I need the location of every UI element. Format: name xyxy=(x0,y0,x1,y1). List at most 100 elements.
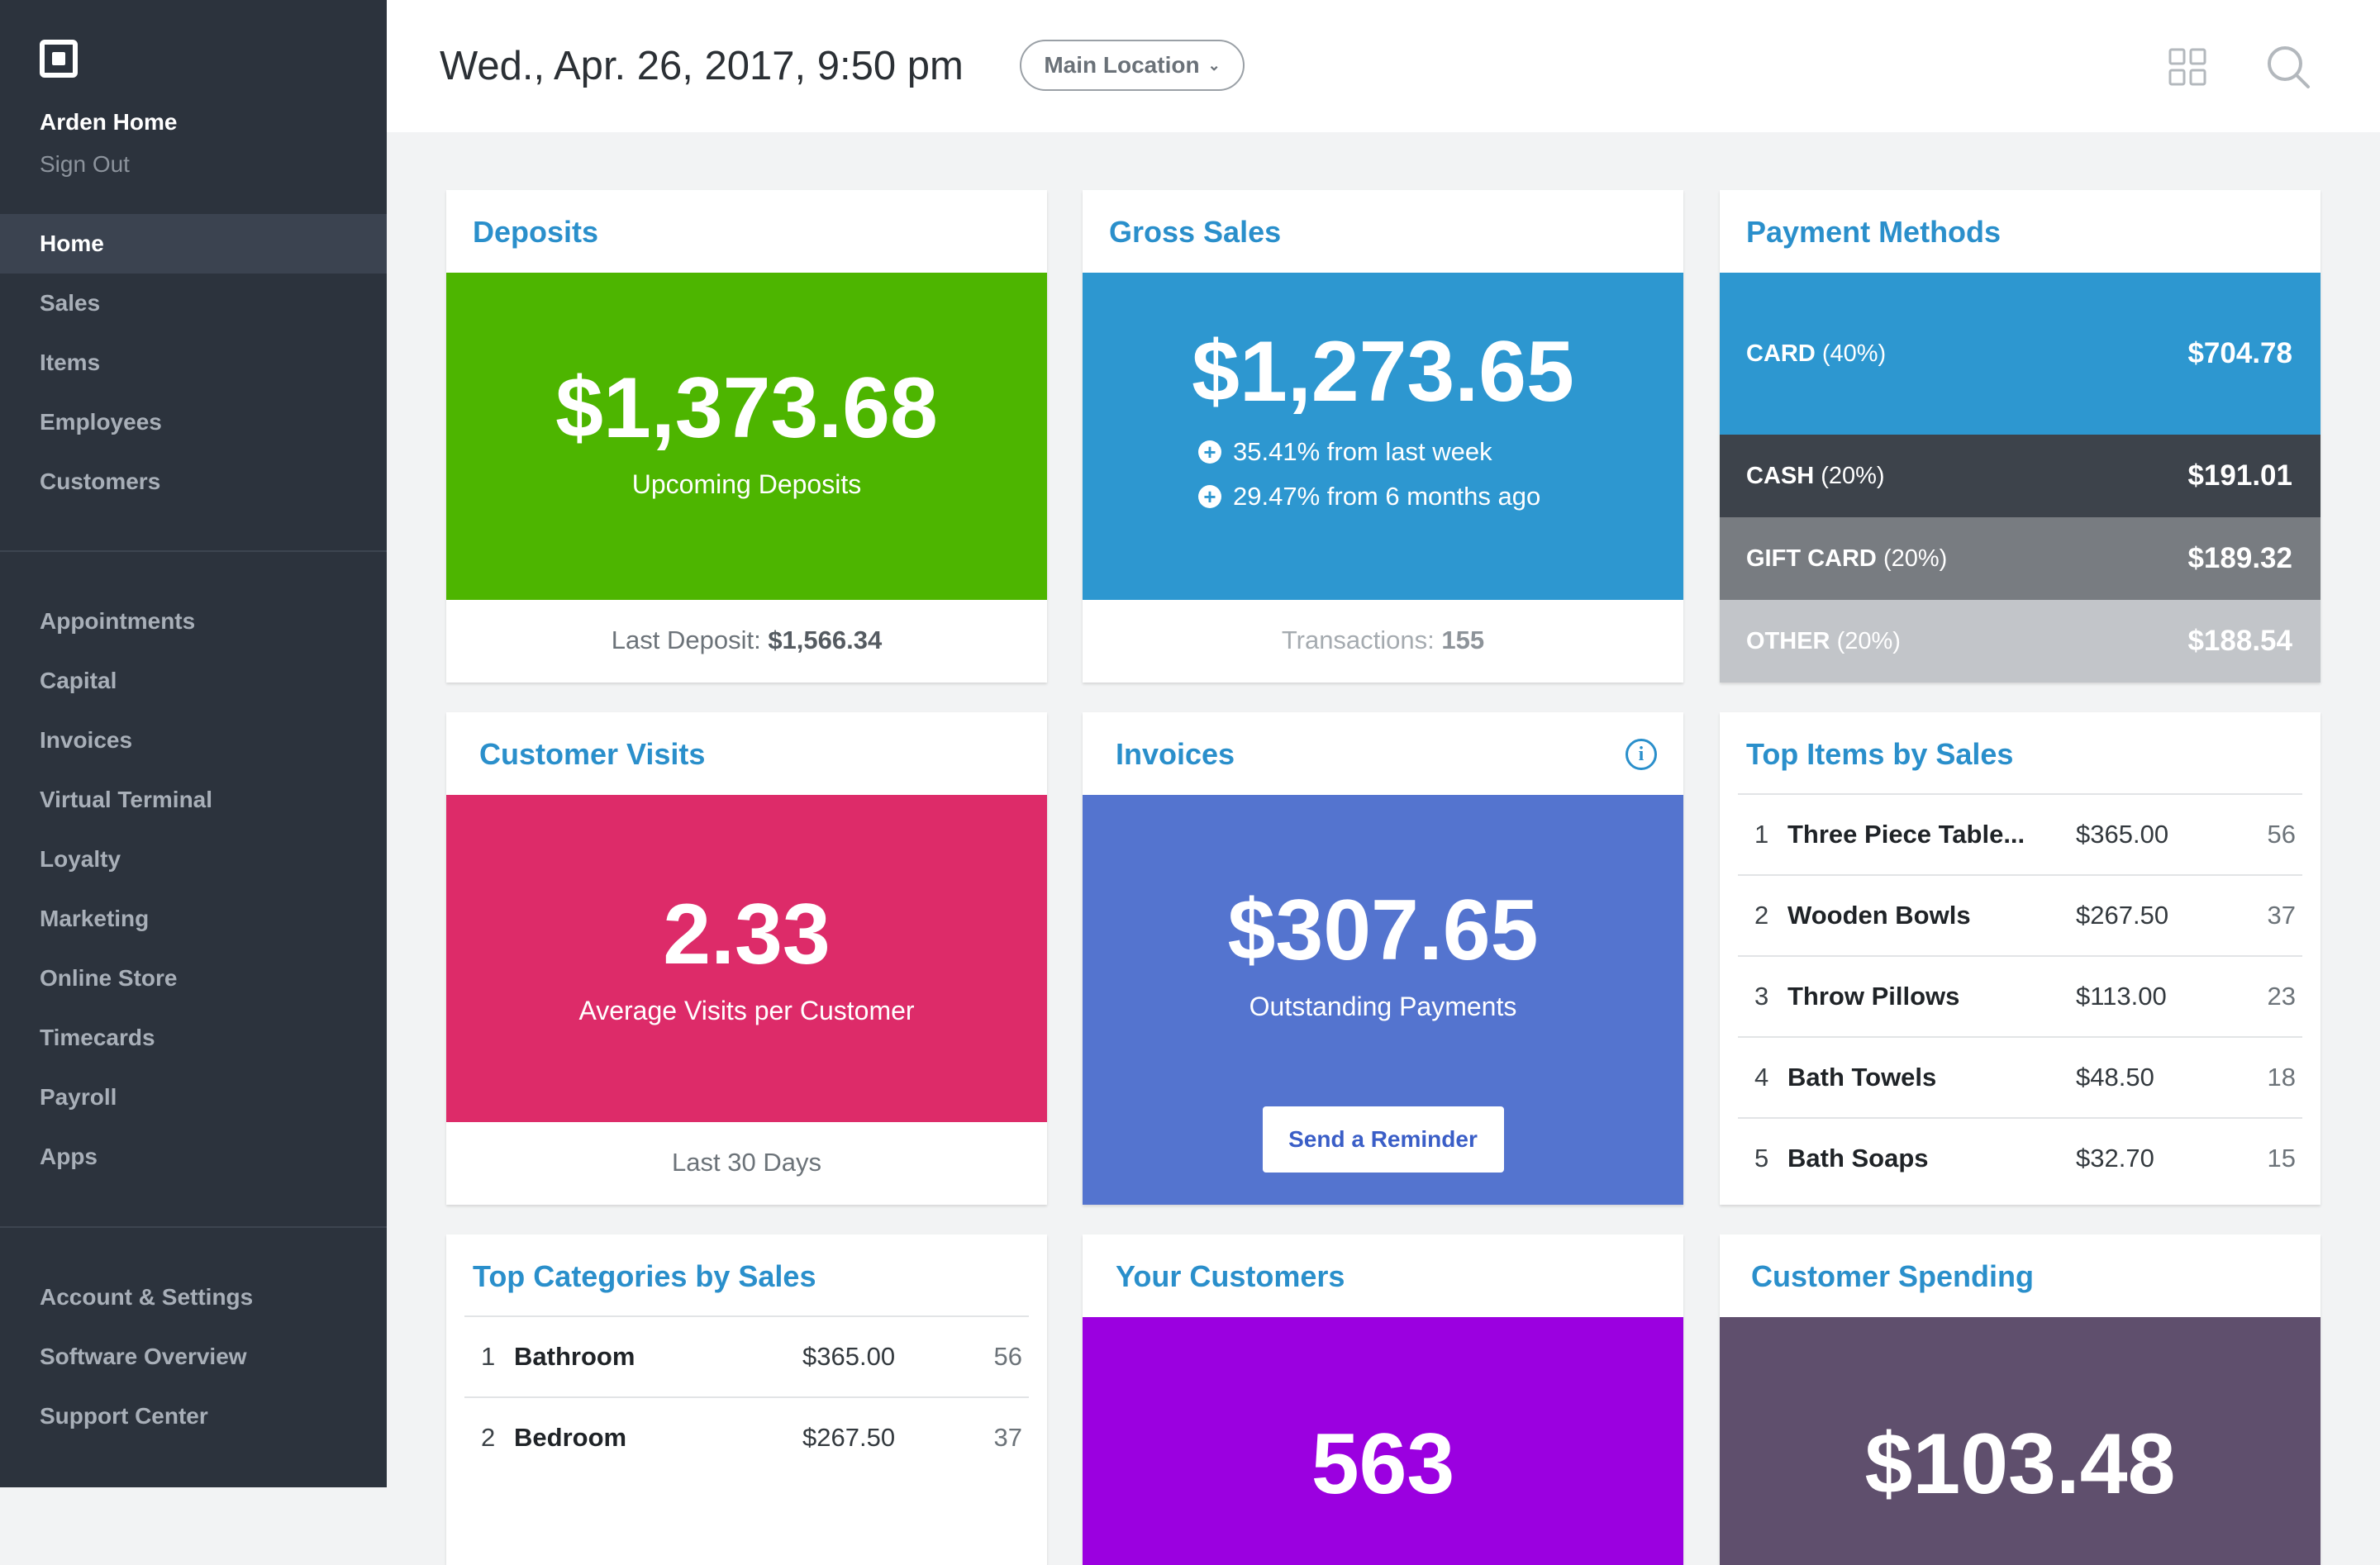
payment-name: GIFT CARD (20%) xyxy=(1746,545,1947,573)
deposits-subtitle: Upcoming Deposits xyxy=(631,469,862,499)
item-amount: $48.50 xyxy=(2076,1063,2154,1092)
gross-sales-amount: $1,273.65 xyxy=(1192,324,1574,420)
item-qty: 23 xyxy=(2267,982,2296,1011)
sidebar-item-invoices[interactable]: Invoices xyxy=(40,727,133,753)
item-name: Bath Towels xyxy=(1787,1063,1937,1092)
customer-spending-card[interactable]: Customer Spending $103.48 xyxy=(1720,1234,2320,1565)
growth-row: + 29.47% from 6 months ago xyxy=(1198,474,1540,519)
item-rank: 2 xyxy=(1754,901,1769,930)
list-item[interactable]: 5 Bath Soaps $32.70 15 xyxy=(1738,1117,2302,1198)
customer-visits-card[interactable]: Customer Visits 2.33 Average Visits per … xyxy=(446,712,1047,1205)
category-amount: $267.50 xyxy=(802,1423,896,1452)
item-amount: $365.00 xyxy=(2076,820,2169,849)
payment-method-name: GIFT CARD xyxy=(1746,545,1877,572)
list-item[interactable]: 1 Bathroom $365.00 56 xyxy=(464,1315,1029,1396)
sidebar-item-support-center[interactable]: Support Center xyxy=(40,1403,208,1429)
list-item[interactable]: 1 Three Piece Table... $365.00 56 xyxy=(1738,793,2302,874)
location-dropdown[interactable]: Main Location ⌄ xyxy=(1020,40,1245,91)
item-qty: 18 xyxy=(2267,1063,2296,1092)
invoices-subtitle: Outstanding Payments xyxy=(1249,992,1517,1021)
search-icon[interactable] xyxy=(2266,45,2311,89)
customer-visits-title: Customer Visits xyxy=(479,737,706,771)
sidebar-item-payroll[interactable]: Payroll xyxy=(40,1084,117,1110)
payment-value: $188.54 xyxy=(2187,625,2292,657)
payment-name: OTHER (20%) xyxy=(1746,628,1901,655)
customer-visits-footer: Last 30 Days xyxy=(672,1148,821,1177)
customer-spending-panel: $103.48 xyxy=(1720,1317,2320,1565)
customer-visits-panel: 2.33 Average Visits per Customer xyxy=(446,795,1047,1122)
sidebar-item-home[interactable]: Home xyxy=(0,214,387,274)
item-qty: 37 xyxy=(2267,901,2296,930)
sidebar-item-capital[interactable]: Capital xyxy=(40,668,117,693)
payment-row-gift-card[interactable]: GIFT CARD (20%) $189.32 xyxy=(1720,517,2320,600)
sidebar-item-appointments[interactable]: Appointments xyxy=(40,608,196,634)
list-item[interactable]: 2 Wooden Bowls $267.50 37 xyxy=(1738,874,2302,955)
item-amount: $267.50 xyxy=(2076,901,2169,930)
grid-icon[interactable] xyxy=(2168,48,2206,86)
invoices-card[interactable]: Invoices i $307.65 Outstanding Payments … xyxy=(1083,712,1683,1205)
square-logo-icon[interactable] xyxy=(40,40,78,78)
item-rank: 1 xyxy=(1754,820,1769,849)
deposits-card[interactable]: Deposits $1,373.68 Upcoming Deposits Las… xyxy=(446,190,1047,683)
primary-nav: Home Sales Items Employees Customers xyxy=(0,214,387,511)
top-items-card[interactable]: Top Items by Sales 1 Three Piece Table..… xyxy=(1720,712,2320,1205)
sidebar-item-employees[interactable]: Employees xyxy=(40,409,162,435)
category-rank: 1 xyxy=(481,1342,496,1371)
payment-value: $189.32 xyxy=(2187,542,2292,574)
top-categories-list: 1 Bathroom $365.00 56 2 Bedroom $267.50 … xyxy=(464,1315,1029,1477)
list-item[interactable]: 4 Bath Towels $48.50 18 xyxy=(1738,1036,2302,1117)
list-item[interactable]: 2 Bedroom $267.50 37 xyxy=(464,1396,1029,1477)
payment-methods-card[interactable]: Payment Methods CARD (40%) $704.78 CASH … xyxy=(1720,190,2320,683)
your-customers-title: Your Customers xyxy=(1116,1259,1345,1293)
item-name: Throw Pillows xyxy=(1787,982,1960,1011)
payment-method-name: CARD xyxy=(1746,340,1816,367)
payment-row-other[interactable]: OTHER (20%) $188.54 xyxy=(1720,600,2320,683)
sidebar-item-virtual-terminal[interactable]: Virtual Terminal xyxy=(40,787,213,812)
sidebar-item-items[interactable]: Items xyxy=(40,350,101,375)
sidebar-item-sales[interactable]: Sales xyxy=(40,290,101,316)
category-amount: $365.00 xyxy=(802,1342,896,1371)
deposits-title: Deposits xyxy=(473,215,599,249)
info-icon[interactable]: i xyxy=(1626,739,1657,770)
sidebar: Arden Home Sign Out Home Sales Items Emp… xyxy=(0,0,387,1487)
chevron-down-icon: ⌄ xyxy=(1207,56,1221,74)
last-deposit: Last Deposit: $1,566.34 xyxy=(446,626,1047,655)
gross-sales-panel: $1,273.65 + 35.41% from last week + 29.4… xyxy=(1083,273,1683,600)
sidebar-item-loyalty[interactable]: Loyalty xyxy=(40,846,121,872)
payment-name: CARD (40%) xyxy=(1746,340,1886,368)
category-name: Bedroom xyxy=(514,1423,627,1452)
customer-spending-amount: $103.48 xyxy=(1864,1416,2176,1512)
sidebar-item-marketing[interactable]: Marketing xyxy=(40,906,150,931)
item-rank: 5 xyxy=(1754,1144,1769,1173)
your-customers-panel: 563 xyxy=(1083,1317,1683,1565)
sidebar-item-online-store[interactable]: Online Store xyxy=(40,965,178,991)
top-items-list: 1 Three Piece Table... $365.00 56 2 Wood… xyxy=(1738,793,2302,1198)
sidebar-item-customers[interactable]: Customers xyxy=(40,469,161,494)
list-item[interactable]: 3 Throw Pillows $113.00 23 xyxy=(1738,955,2302,1036)
payment-row-card[interactable]: CARD (40%) $704.78 xyxy=(1720,273,2320,435)
location-label: Main Location xyxy=(1044,52,1200,78)
top-categories-card[interactable]: Top Categories by Sales 1 Bathroom $365.… xyxy=(446,1234,1047,1565)
header: Wed., Apr. 26, 2017, 9:50 pm Main Locati… xyxy=(387,0,2380,132)
item-amount: $113.00 xyxy=(2076,982,2167,1011)
item-rank: 4 xyxy=(1754,1063,1769,1092)
item-name: Wooden Bowls xyxy=(1787,901,1971,930)
sidebar-item-account-settings[interactable]: Account & Settings xyxy=(40,1284,254,1310)
send-reminder-button[interactable]: Send a Reminder xyxy=(1262,1106,1504,1173)
payment-method-pct: (20%) xyxy=(1883,545,1948,572)
sidebar-item-timecards[interactable]: Timecards xyxy=(40,1025,155,1050)
growth-week: 35.41% from last week xyxy=(1233,437,1492,466)
sidebar-item-apps[interactable]: Apps xyxy=(40,1144,98,1169)
invoices-title: Invoices xyxy=(1116,737,1235,771)
sign-out-link[interactable]: Sign Out xyxy=(40,151,130,177)
sidebar-item-software-overview[interactable]: Software Overview xyxy=(40,1344,247,1369)
gross-sales-title: Gross Sales xyxy=(1109,215,1282,249)
sidebar-divider xyxy=(0,1226,387,1228)
category-qty: 56 xyxy=(993,1342,1022,1371)
gross-sales-card[interactable]: Gross Sales $1,273.65 + 35.41% from last… xyxy=(1083,190,1683,683)
your-customers-card[interactable]: Your Customers 563 xyxy=(1083,1234,1683,1565)
payment-row-cash[interactable]: CASH (20%) $191.01 xyxy=(1720,435,2320,517)
growth-list: + 35.41% from last week + 29.47% from 6 … xyxy=(1198,430,1540,519)
payment-method-name: OTHER xyxy=(1746,627,1830,654)
payment-methods-title: Payment Methods xyxy=(1746,215,2002,249)
